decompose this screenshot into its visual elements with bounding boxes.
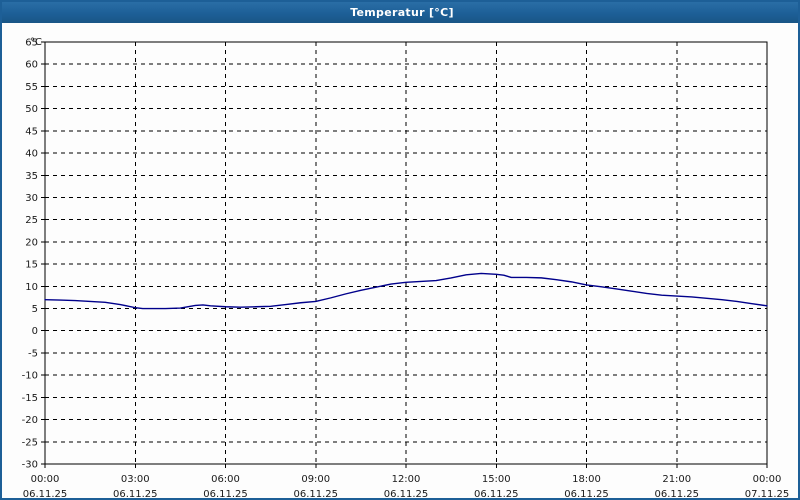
y-tick-label: 20: [25, 237, 38, 248]
page-title: Temperatur [°C]: [350, 6, 454, 19]
x-tick-time-label: 09:00: [301, 474, 330, 485]
y-tick-label: 15: [25, 260, 38, 271]
x-tick-date-label: 06.11.25: [474, 489, 519, 498]
gridlines-group: [45, 41, 767, 464]
x-tick-time-label: 21:00: [662, 474, 691, 485]
y-tick-label: 5: [32, 304, 38, 315]
chart-plot-container: 65 60 55 50 45 40 35 30 25 20 15 10 5 0 -5 -10 -15 -20 -25…: [2, 23, 798, 498]
x-tick-date-label: 06.11.25: [203, 489, 248, 498]
x-tick-time-label: 00:00: [31, 474, 60, 485]
x-axis-tick-labels: 00:00 06.11.25 03:00 06.11.25 06:00 06.11.25 0…: [23, 474, 790, 498]
y-tick-label: 55: [25, 82, 38, 93]
x-tick-time-label: 03:00: [121, 474, 150, 485]
y-tick-label: 0: [32, 326, 38, 337]
x-tick-time-label: 15:00: [482, 474, 511, 485]
y-axis-unit-label: °C: [30, 37, 42, 48]
x-tick-time-label: 18:00: [572, 474, 601, 485]
y-tick-label: 25: [25, 215, 38, 226]
x-tick-date-label: 07.11.25: [745, 489, 790, 498]
y-tick-label: 35: [25, 171, 38, 182]
x-tick-date-label: 06.11.25: [293, 489, 338, 498]
y-tick-label: -5: [28, 348, 38, 359]
y-tick-label: 50: [25, 104, 38, 115]
y-tick-label: -20: [22, 415, 38, 426]
y-tick-label: 10: [25, 282, 38, 293]
x-tick-time-label: 06:00: [211, 474, 240, 485]
y-tick-label: -10: [22, 371, 38, 382]
window-titlebar: Temperatur [°C]: [2, 2, 798, 23]
y-tick-label: -30: [22, 460, 38, 471]
y-tick-label: 40: [25, 149, 38, 160]
axes-group: [41, 41, 768, 468]
x-tick-date-label: 06.11.25: [113, 489, 158, 498]
y-tick-label: 65: [25, 38, 38, 49]
x-tick-date-label: 06.11.25: [23, 489, 68, 498]
x-tick-time-label: 00:00: [753, 474, 782, 485]
y-tick-label: 45: [25, 126, 38, 137]
y-tick-label: 60: [25, 60, 38, 71]
y-axis-tick-labels: 65605550454035302520151050-5-10-15-20-25…: [22, 38, 38, 471]
y-tick-label: -25: [22, 437, 38, 448]
x-tick-time-label: 12:00: [392, 474, 421, 485]
y-tick-label: -15: [22, 393, 38, 404]
x-tick-date-label: 06.11.25: [654, 489, 699, 498]
temperature-line-chart: 65605550454035302520151050-5-10-15-20-25…: [22, 37, 790, 498]
y-tick-label: 30: [25, 193, 38, 204]
temperature-line-path: [44, 272, 768, 310]
x-tick-date-label: 06.11.25: [564, 489, 609, 498]
x-tick-date-label: 06.11.25: [384, 489, 429, 498]
temperature-series-group: [44, 272, 768, 310]
